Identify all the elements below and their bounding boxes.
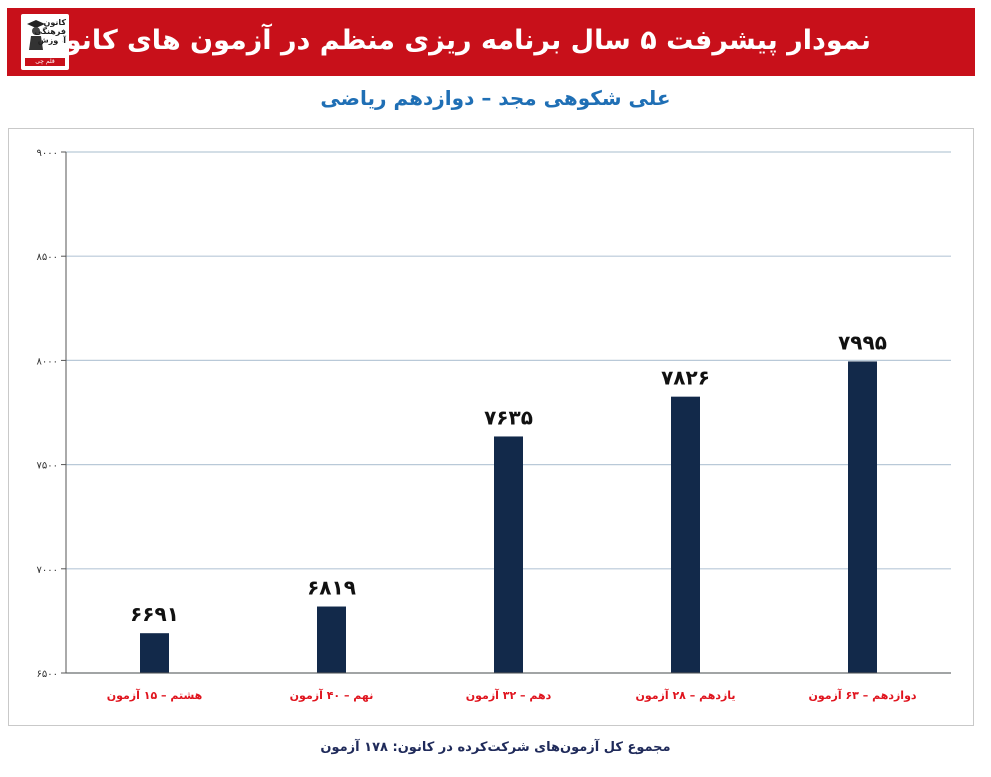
bar [494, 436, 523, 673]
bar [317, 606, 346, 673]
x-category-label: هشتم – ۱۵ آزمون [107, 688, 203, 702]
chart-subtitle: علی شکوهی مجد – دوازدهم ریاضی [320, 86, 671, 110]
logo-line-1: کانون [43, 18, 66, 27]
x-category-label: دهم – ۳۲ آزمون [466, 688, 552, 702]
x-category-label: نهم – ۴۰ آزمون [290, 688, 374, 702]
logo-text: کانون فرهنگی آموزش [34, 18, 66, 45]
bar-value-label: ۶۸۱۹ [307, 576, 356, 600]
x-category-label: دوازدهم – ۶۳ آزمون [808, 688, 916, 702]
logo-line-2: فرهنگی [34, 27, 66, 36]
page-title: نمودار پیشرفت ۵ سال برنامه ریزی منظم در … [41, 25, 871, 56]
bar-value-label: ۶۶۹۱ [130, 602, 179, 626]
kanoon-logo: کانون فرهنگی آموزش قلم چی [21, 14, 69, 70]
bar [848, 361, 877, 673]
bar [140, 633, 169, 673]
y-tick-label: ۸۵۰۰ [37, 252, 58, 263]
bar-chart: ۶۵۰۰ ۷۰۰۰ ۷۵۰۰ ۸۰۰۰ ۸۵۰۰ ۹۰۰۰ ۶۶۹۱ هشتم – ۱۵ آز… [37, 148, 951, 702]
bar-value-label: ۷۹۹۵ [838, 330, 887, 354]
x-category-label: یازدهم – ۲۸ آزمون [635, 688, 735, 702]
logo-stripe: قلم چی [25, 58, 65, 66]
header-banner: کانون فرهنگی آموزش قلم چی نمودار پیشرفت … [7, 8, 975, 76]
y-tick-label: ۸۰۰۰ [37, 356, 58, 367]
y-tick-label: ۶۵۰۰ [37, 669, 58, 680]
chart-area: ۶۵۰۰ ۷۰۰۰ ۷۵۰۰ ۸۰۰۰ ۸۵۰۰ ۹۰۰۰ ۶۶۹۱ هشتم – ۱۵ آز… [8, 128, 974, 726]
bar-value-label: ۷۸۲۶ [661, 366, 710, 390]
bar-value-label: ۷۶۳۵ [484, 405, 533, 429]
graduate-icon [27, 20, 45, 50]
y-tick-label: ۷۵۰۰ [37, 461, 58, 472]
y-tick-label: ۹۰۰۰ [37, 148, 58, 159]
logo-line-3: آموزش [37, 36, 66, 45]
y-tick-label: ۷۰۰۰ [37, 565, 58, 576]
footer-note: مجموع کل آزمون‌های شرکت‌کرده در کانون: ۱… [320, 740, 671, 755]
bar [671, 396, 700, 673]
